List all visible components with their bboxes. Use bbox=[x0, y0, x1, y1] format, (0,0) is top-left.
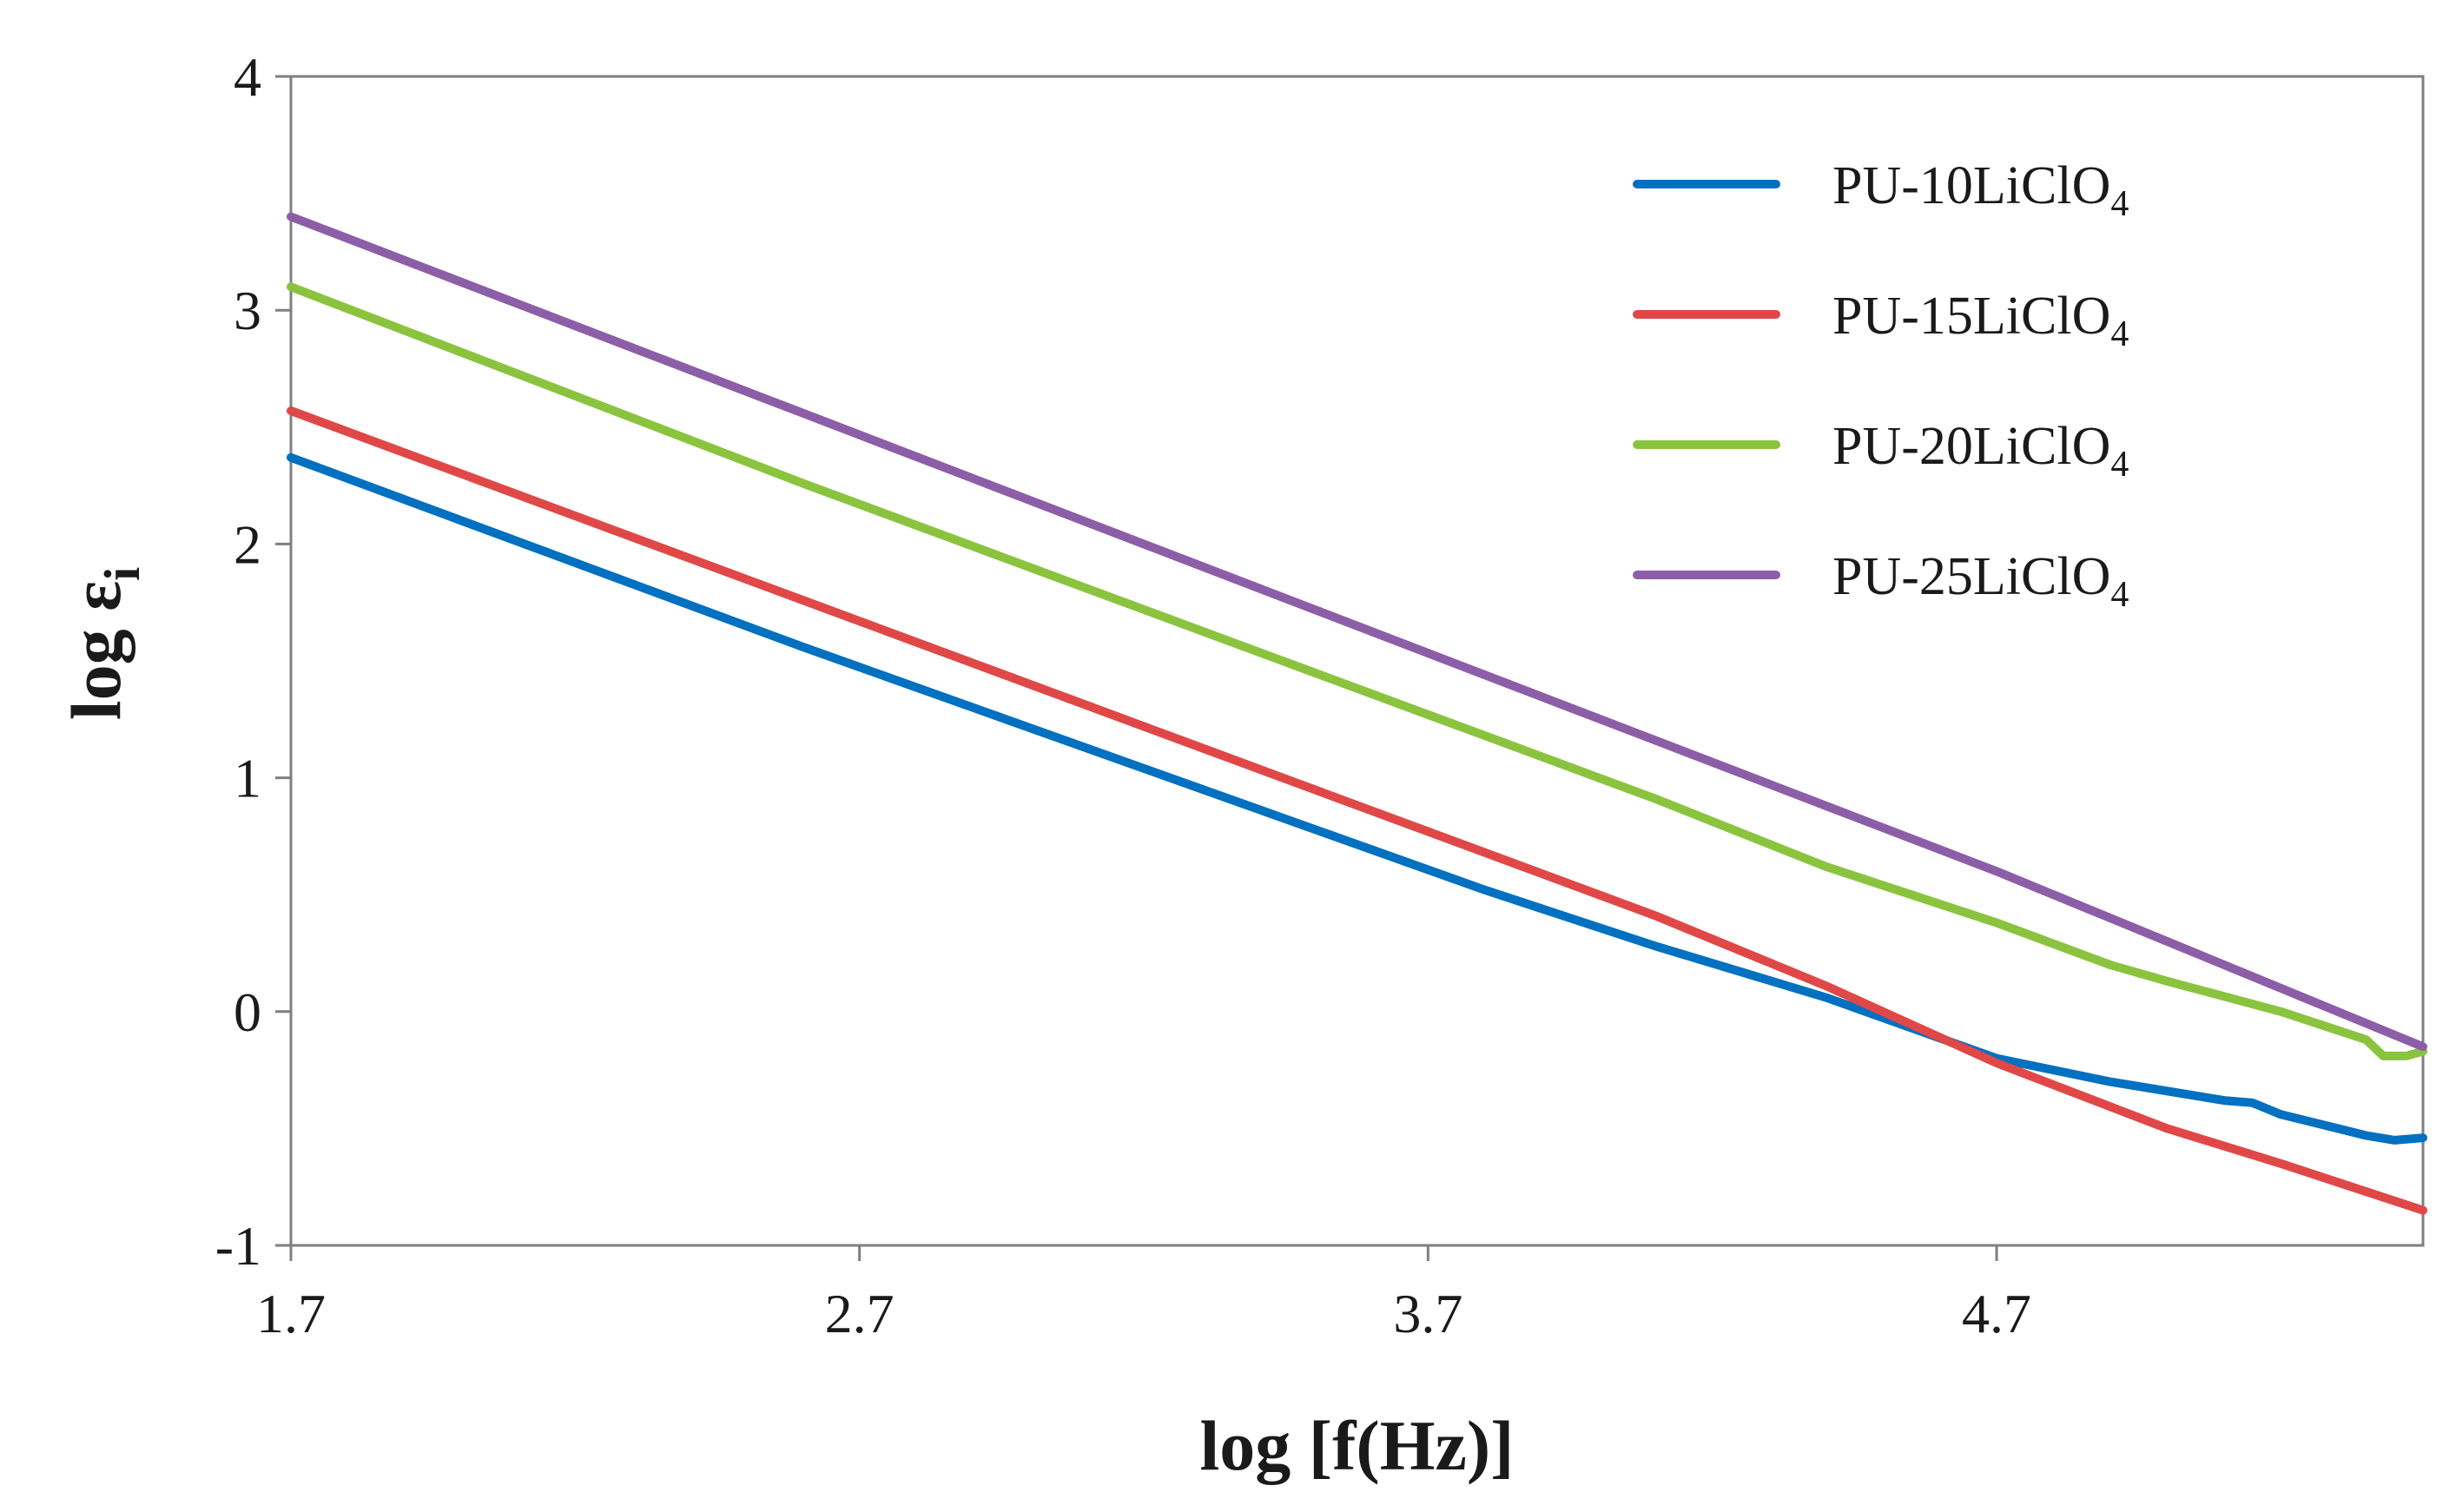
x-tick-label: 2.7 bbox=[825, 1283, 895, 1344]
legend-label-PU-15LiClO4: PU-15LiClO4 bbox=[1832, 287, 2129, 354]
series-line-PU-15LiClO4 bbox=[287, 406, 2427, 1215]
series-line-PU-20LiClO4 bbox=[287, 282, 2427, 1060]
y-tick-label: 0 bbox=[234, 981, 261, 1043]
legend-label-PU-10LiClO4: PU-10LiClO4 bbox=[1832, 156, 2129, 224]
y-tick-label: 4 bbox=[234, 46, 261, 108]
svg-text:log εi: log εi bbox=[56, 567, 150, 720]
x-tick-label: 1.7 bbox=[256, 1283, 326, 1344]
y-tick-label: -1 bbox=[215, 1215, 261, 1277]
series-group bbox=[287, 212, 2427, 1215]
x-tick-label: 4.7 bbox=[1962, 1283, 2031, 1344]
x-tick-label: 3.7 bbox=[1393, 1283, 1462, 1344]
plot-area-frame bbox=[289, 75, 2425, 1247]
y-tick-label: 1 bbox=[234, 748, 261, 809]
y-axis-title: log εi bbox=[56, 567, 150, 720]
y-tick-label: 3 bbox=[234, 280, 261, 341]
axes-group: -1 0 1 2 3 4 1.7 2.7 3.7 4.7 bbox=[215, 46, 2425, 1344]
series-line-PU-25LiClO4 bbox=[287, 212, 2427, 1052]
legend-label-PU-25LiClO4: PU-25LiClO4 bbox=[1832, 547, 2129, 615]
legend-group: PU-10LiClO4 PU-15LiClO4 PU-20LiClO4 PU-25Li… bbox=[1633, 156, 2129, 615]
x-axis-title: log [f(Hz)] bbox=[1200, 1406, 1515, 1485]
y-axis-title-subscript: i bbox=[94, 567, 150, 581]
legend-label-PU-20LiClO4: PU-20LiClO4 bbox=[1832, 417, 2129, 485]
y-axis-title-main: log ε bbox=[56, 581, 135, 720]
y-tick-label: 2 bbox=[234, 513, 261, 575]
